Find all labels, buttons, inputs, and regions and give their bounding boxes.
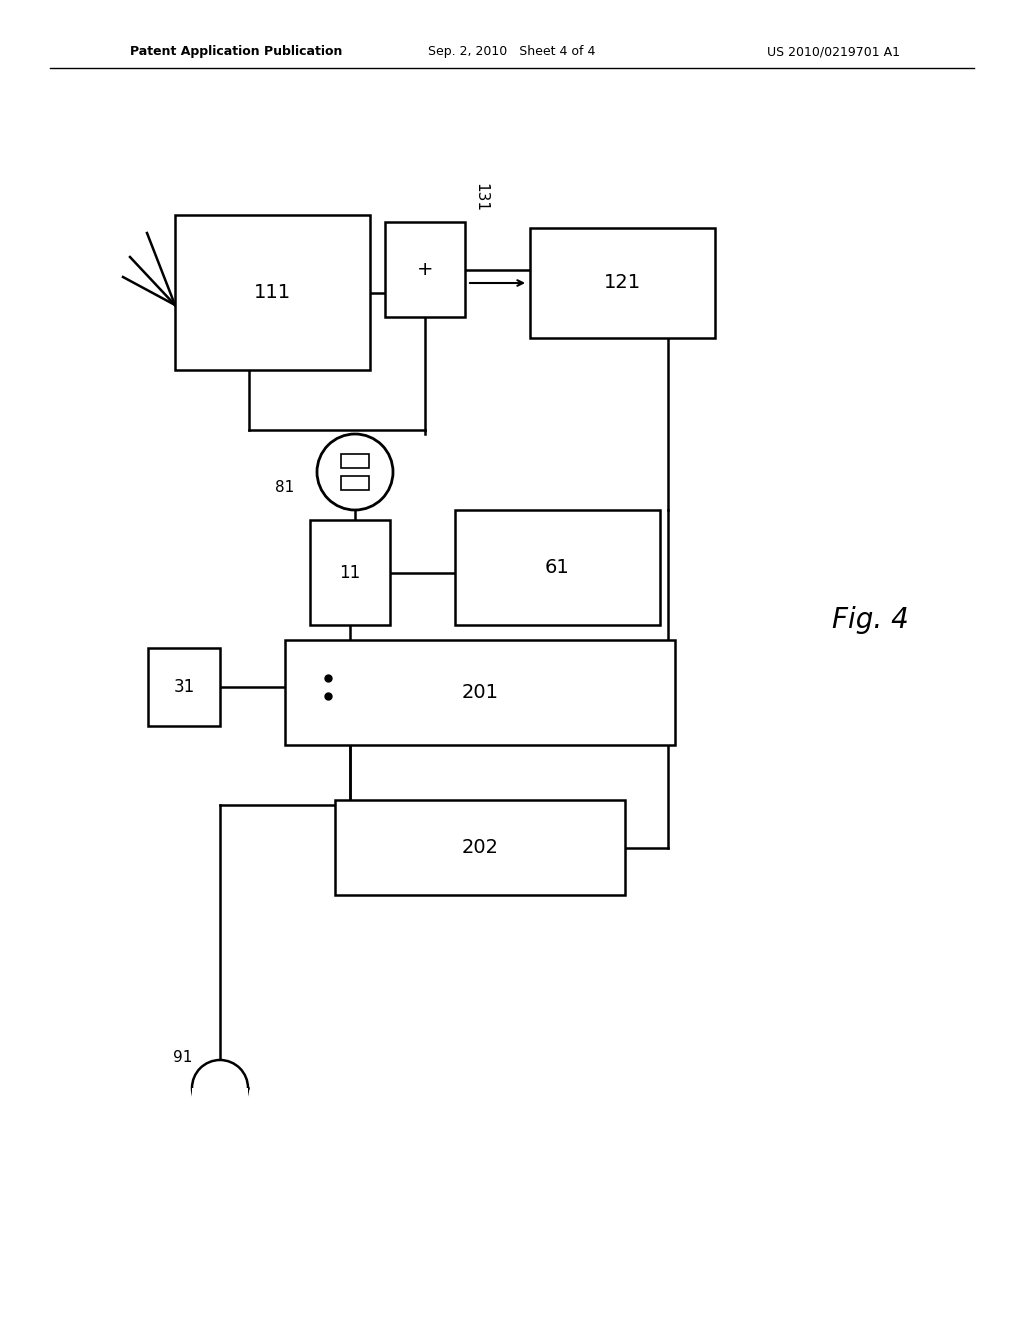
Bar: [385, 222, 465, 317]
Text: Fig. 4: Fig. 4: [831, 606, 908, 634]
Bar: [285, 640, 675, 744]
Bar: [341, 477, 369, 490]
Text: 81: 81: [274, 480, 294, 495]
Text: 91: 91: [173, 1051, 193, 1065]
Bar: [455, 510, 660, 624]
Text: 131: 131: [473, 183, 488, 213]
Text: US 2010/0219701 A1: US 2010/0219701 A1: [767, 45, 900, 58]
Text: 201: 201: [462, 682, 499, 702]
Bar: [175, 215, 370, 370]
Bar: [335, 800, 625, 895]
Circle shape: [193, 1060, 248, 1115]
Text: 61: 61: [545, 558, 570, 577]
Text: 111: 111: [254, 282, 291, 302]
Circle shape: [317, 434, 393, 510]
Bar: [530, 228, 715, 338]
Text: 121: 121: [604, 273, 641, 293]
Text: Patent Application Publication: Patent Application Publication: [130, 45, 342, 58]
Bar: [310, 520, 390, 624]
Text: 11: 11: [339, 564, 360, 582]
Text: +: +: [417, 260, 433, 279]
Bar: [341, 454, 369, 469]
Text: 31: 31: [173, 678, 195, 696]
Text: Sep. 2, 2010   Sheet 4 of 4: Sep. 2, 2010 Sheet 4 of 4: [428, 45, 596, 58]
Bar: [193, 1088, 248, 1121]
Bar: [148, 648, 220, 726]
Text: 202: 202: [462, 838, 499, 857]
